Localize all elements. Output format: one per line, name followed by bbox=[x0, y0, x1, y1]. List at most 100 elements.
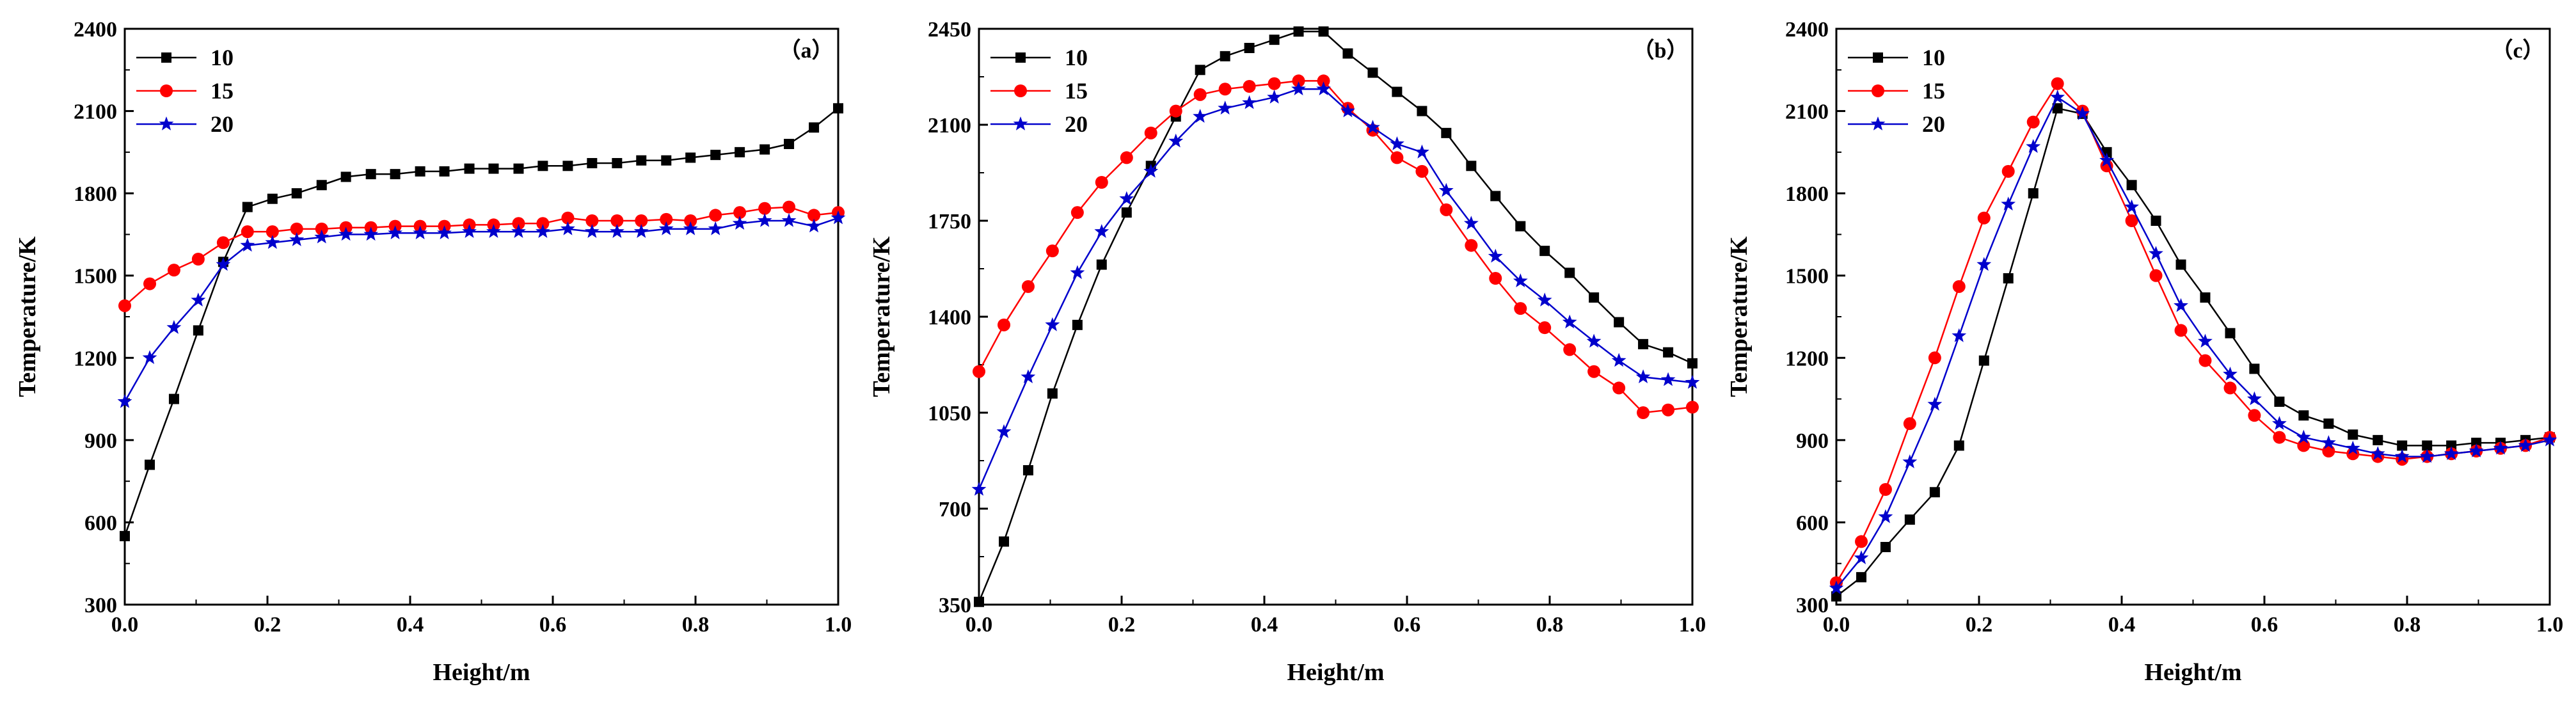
data-point bbox=[1929, 487, 1940, 498]
data-point bbox=[2125, 214, 2138, 227]
data-point bbox=[1070, 206, 1084, 219]
data-point bbox=[338, 226, 354, 241]
x-tick-label: 0.6 bbox=[539, 613, 567, 637]
x-tick-label: 0.4 bbox=[2108, 613, 2136, 637]
data-point bbox=[1340, 103, 1355, 118]
y-tick-label: 1400 bbox=[928, 306, 971, 330]
data-point bbox=[1021, 280, 1035, 293]
data-point bbox=[1829, 580, 1844, 594]
ticks-group: 0.0 0.2 0.4 0.6 0.8 1.0 350 700 1050 1400 1750 2100… bbox=[928, 18, 1706, 637]
y-axis-title: Temperature/K bbox=[1726, 236, 1753, 397]
data-point bbox=[684, 214, 697, 227]
data-point bbox=[610, 214, 624, 227]
data-point bbox=[1417, 106, 1427, 116]
y-tick-label: 1050 bbox=[928, 402, 971, 425]
data-point bbox=[1515, 221, 1526, 232]
data-point bbox=[2001, 164, 2015, 178]
y-tick-label: 1200 bbox=[74, 347, 117, 370]
legend-label: 20 bbox=[1065, 111, 1088, 137]
data-point bbox=[609, 224, 624, 238]
data-point bbox=[1267, 90, 1282, 104]
data-point bbox=[513, 163, 524, 174]
data-point bbox=[683, 221, 698, 235]
data-point bbox=[732, 216, 747, 230]
data-point bbox=[1978, 355, 1989, 366]
legend-label: 20 bbox=[1922, 111, 1945, 137]
data-point bbox=[142, 350, 157, 364]
data-point bbox=[584, 224, 600, 238]
x-tick-label: 0.0 bbox=[966, 613, 993, 637]
data-point bbox=[2493, 440, 2508, 455]
legend-item: 20 bbox=[136, 111, 234, 137]
data-point bbox=[1686, 401, 1699, 414]
legend-label: 10 bbox=[211, 45, 234, 70]
data-point bbox=[1537, 292, 1552, 306]
data-point bbox=[784, 139, 795, 149]
data-point bbox=[390, 169, 401, 180]
data-point bbox=[1586, 333, 1602, 348]
data-point bbox=[1365, 120, 1380, 134]
data-point bbox=[1513, 273, 1528, 287]
data-point bbox=[340, 171, 351, 182]
data-point bbox=[781, 213, 797, 227]
data-point bbox=[2149, 246, 2163, 260]
data-point bbox=[216, 257, 231, 271]
data-point bbox=[413, 225, 427, 239]
data-point bbox=[2026, 139, 2041, 153]
data-point bbox=[971, 482, 987, 496]
data-point bbox=[242, 202, 253, 212]
data-point bbox=[833, 103, 843, 114]
data-point bbox=[1831, 591, 1841, 602]
data-point bbox=[2296, 429, 2311, 444]
data-point bbox=[1490, 191, 1501, 202]
legend-item: 15 bbox=[990, 78, 1088, 104]
data-point bbox=[145, 459, 155, 470]
data-point bbox=[562, 161, 573, 171]
data-point bbox=[365, 169, 376, 180]
data-point bbox=[1218, 83, 1232, 96]
x-tick-label: 0.6 bbox=[1394, 613, 1421, 637]
data-point bbox=[2124, 199, 2139, 214]
data-point bbox=[1879, 483, 1892, 496]
data-point bbox=[439, 166, 450, 177]
data-point bbox=[710, 150, 721, 161]
data-point bbox=[1589, 292, 1600, 303]
legend-item: 20 bbox=[1848, 111, 1945, 137]
data-point bbox=[118, 299, 131, 312]
series-20 bbox=[117, 210, 846, 408]
data-point bbox=[2518, 438, 2533, 452]
x-tick-label: 0.2 bbox=[254, 613, 282, 637]
data-point bbox=[1660, 372, 1676, 386]
data-point bbox=[1953, 440, 1964, 451]
data-point bbox=[166, 320, 182, 334]
x-tick-label: 0.2 bbox=[1108, 613, 1136, 637]
y-tick-label: 2100 bbox=[74, 100, 117, 124]
data-point bbox=[661, 155, 672, 166]
data-point bbox=[241, 225, 254, 239]
y-tick-label: 1500 bbox=[1785, 265, 1829, 289]
data-point bbox=[1317, 74, 1330, 88]
data-point bbox=[998, 318, 1011, 331]
data-point bbox=[315, 222, 328, 235]
data-point bbox=[1169, 104, 1182, 118]
y-tick-label: 1200 bbox=[1785, 347, 1829, 370]
x-axis-title: Height/m bbox=[433, 659, 530, 686]
data-point bbox=[973, 365, 985, 378]
series-line bbox=[978, 88, 1693, 490]
y-tick-label: 600 bbox=[84, 511, 117, 535]
data-point bbox=[1094, 224, 1109, 238]
data-point bbox=[999, 536, 1010, 547]
y-tick-label: 2100 bbox=[1785, 100, 1829, 124]
x-tick-label: 1.0 bbox=[2536, 613, 2564, 637]
data-point bbox=[2321, 435, 2336, 449]
data-point bbox=[1441, 127, 1452, 138]
x-tick-label: 1.0 bbox=[825, 613, 852, 637]
data-point bbox=[1293, 26, 1304, 37]
data-point bbox=[2175, 259, 2186, 270]
series-15 bbox=[973, 74, 1699, 419]
x-tick-label: 0.6 bbox=[2251, 613, 2278, 637]
y-axis-title: Temperature/K bbox=[14, 236, 41, 397]
data-point bbox=[660, 212, 673, 226]
data-point bbox=[1538, 321, 1552, 335]
